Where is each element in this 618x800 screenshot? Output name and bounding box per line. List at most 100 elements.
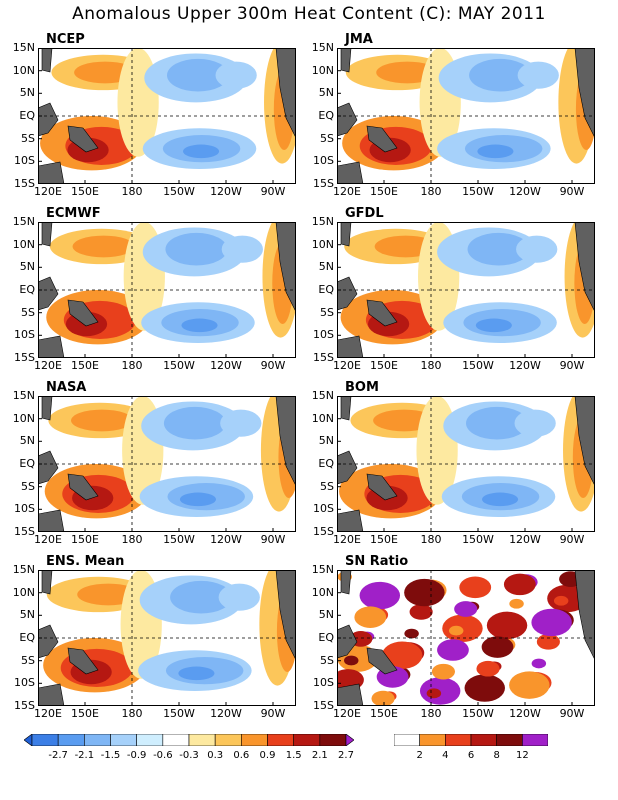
colorbar-label: 8 bbox=[493, 750, 500, 761]
x-tick-label: 90W bbox=[260, 533, 286, 546]
y-tick-label: 5S bbox=[320, 131, 334, 145]
land-mask bbox=[337, 509, 364, 532]
y-tick-label: 5N bbox=[19, 434, 35, 448]
colorbar-label: -2.1 bbox=[74, 750, 95, 761]
y-tick-label: 10N bbox=[12, 63, 35, 77]
y-tick-label: 15N bbox=[311, 389, 334, 402]
colorbar-swatch bbox=[394, 734, 420, 746]
land-mask bbox=[41, 222, 53, 247]
land-mask bbox=[38, 335, 65, 358]
colorbar-label: -0.9 bbox=[126, 750, 147, 761]
land-mask bbox=[366, 125, 398, 153]
y-tick-label: EQ bbox=[19, 109, 35, 122]
colorbar-swatch bbox=[24, 734, 33, 746]
colorbar-label: -1.5 bbox=[100, 750, 121, 761]
x-tick-label: 180 bbox=[420, 533, 442, 546]
land-mask bbox=[38, 450, 59, 485]
contour-blob bbox=[371, 690, 395, 706]
land-mask bbox=[275, 570, 296, 661]
contour-blob bbox=[475, 318, 512, 333]
contour-blob bbox=[220, 409, 262, 437]
land-mask bbox=[38, 102, 59, 137]
map-panel-ncep: NCEP 15N 10N 5N EQ 5S 10S 15S 120E 150E 180 150W 120… bbox=[2, 32, 320, 210]
x-tick-label: 120E bbox=[34, 533, 62, 546]
contour-blob bbox=[71, 409, 133, 432]
contour-blob bbox=[344, 655, 359, 666]
map-panel-ens: ENS. Mean 15N 10N 5N EQ 5S 10S 15S 120E 150E 180 15… bbox=[2, 554, 320, 732]
y-tick-label: 5S bbox=[320, 479, 334, 493]
colorbar-label: 2.7 bbox=[338, 750, 354, 761]
y-tick-label: 15S bbox=[313, 177, 334, 190]
map-field-ncep bbox=[38, 48, 296, 184]
x-tick-label: 120E bbox=[34, 359, 62, 372]
y-tick-label: 10S bbox=[14, 676, 35, 690]
colorbar-swatch bbox=[57, 734, 85, 746]
colorbar-swatch bbox=[293, 734, 321, 746]
map-field-sn bbox=[337, 570, 595, 706]
x-tick-label: 150W bbox=[163, 533, 195, 546]
contour-blob bbox=[354, 606, 387, 628]
contour-blob bbox=[437, 639, 469, 661]
x-tick-label: 120W bbox=[210, 359, 242, 372]
land-mask bbox=[337, 450, 358, 485]
land-mask bbox=[38, 509, 65, 532]
land-mask bbox=[366, 647, 398, 675]
y-tick-label: 5N bbox=[318, 434, 334, 448]
x-tick-label: 90W bbox=[559, 533, 585, 546]
contour-blob bbox=[215, 61, 257, 89]
y-tick-label: 15N bbox=[12, 215, 35, 228]
panel-label-ens: ENS. Mean bbox=[46, 554, 125, 569]
contour-blob bbox=[531, 658, 547, 669]
x-tick-label: 90W bbox=[260, 359, 286, 372]
x-tick-label: 120W bbox=[509, 359, 541, 372]
x-tick-label: 180 bbox=[121, 533, 143, 546]
x-tick-label: 120E bbox=[34, 185, 62, 198]
land-mask bbox=[574, 222, 595, 313]
colorbar-label: 0.3 bbox=[207, 750, 224, 761]
x-tick-label: 150E bbox=[71, 185, 99, 198]
panel-label-jma: JMA bbox=[345, 32, 373, 47]
colorbar-swatch bbox=[31, 734, 59, 746]
y-tick-label: 5S bbox=[21, 305, 35, 319]
colorbar-swatch bbox=[267, 734, 294, 746]
colorbar-label: 12 bbox=[515, 750, 529, 761]
x-tick-label: 180 bbox=[121, 359, 143, 372]
map-panel-bom: BOM 15N 10N 5N EQ 5S 10S 15S 120E 150E 180 150W 120W… bbox=[301, 380, 618, 558]
y-tick-label: 15S bbox=[313, 525, 334, 538]
contour-blob bbox=[454, 601, 478, 617]
panel-label-nasa: NASA bbox=[46, 380, 87, 395]
x-tick-label: 150W bbox=[163, 359, 195, 372]
x-tick-label: 90W bbox=[260, 185, 286, 198]
colorbar-swatch bbox=[419, 734, 446, 746]
contour-blob bbox=[167, 58, 229, 92]
y-tick-label: 15S bbox=[14, 525, 35, 538]
y-tick-label: 15N bbox=[12, 563, 35, 576]
contour-blob bbox=[503, 573, 536, 596]
y-tick-label: 5N bbox=[19, 86, 35, 100]
y-tick-label: 5N bbox=[19, 260, 35, 274]
contour-blob bbox=[509, 598, 524, 609]
land-mask bbox=[67, 473, 99, 501]
x-tick-label: 120E bbox=[333, 707, 361, 720]
x-tick-label: 120W bbox=[210, 185, 242, 198]
y-tick-label: 10S bbox=[14, 502, 35, 516]
contour-blob bbox=[467, 232, 530, 266]
contour-blob bbox=[409, 604, 433, 620]
contour-blob bbox=[481, 636, 514, 658]
contour-blob bbox=[476, 660, 500, 677]
colorbar-swatch bbox=[522, 734, 548, 746]
land-mask bbox=[366, 299, 398, 327]
figure-title: Anomalous Upper 300m Heat Content (C): M… bbox=[72, 4, 546, 24]
y-tick-label: 10S bbox=[313, 676, 334, 690]
y-tick-label: 5S bbox=[21, 131, 35, 145]
land-mask bbox=[337, 683, 364, 706]
contour-blob bbox=[404, 628, 419, 639]
land-mask bbox=[340, 222, 352, 247]
x-tick-label: 150W bbox=[462, 533, 494, 546]
contour-blob bbox=[178, 666, 215, 681]
contour-blob bbox=[516, 235, 558, 263]
y-tick-label: 15N bbox=[311, 41, 334, 54]
y-tick-label: 10N bbox=[311, 411, 334, 425]
colorbar-label: -2.7 bbox=[48, 750, 68, 761]
land-mask bbox=[38, 683, 65, 706]
